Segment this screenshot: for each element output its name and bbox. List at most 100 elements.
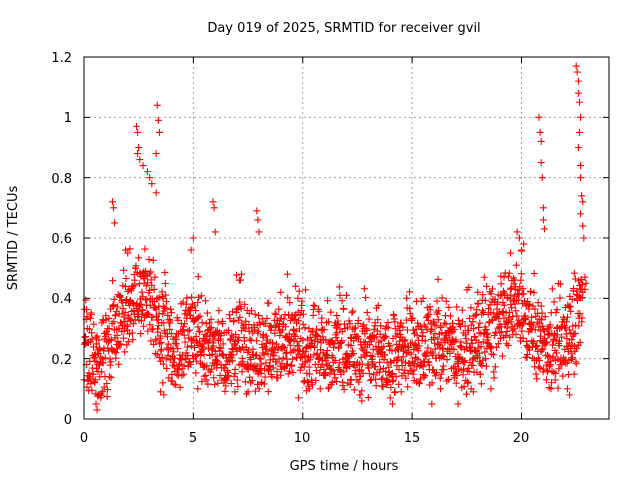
- data-point: [92, 400, 100, 408]
- data-point: [415, 342, 423, 350]
- data-point: [387, 383, 395, 391]
- data-point: [110, 204, 118, 212]
- data-point: [251, 387, 259, 395]
- data-point: [404, 383, 412, 391]
- data-point: [214, 379, 222, 387]
- data-point: [208, 346, 216, 354]
- data-point: [504, 341, 512, 349]
- data-point: [310, 343, 318, 351]
- data-point: [181, 320, 189, 328]
- data-point: [135, 254, 143, 262]
- data-point: [162, 291, 170, 299]
- data-point: [191, 343, 199, 351]
- data-point: [571, 275, 579, 283]
- data-point: [294, 394, 302, 402]
- data-point: [451, 326, 459, 334]
- data-point: [158, 354, 166, 362]
- data-point: [344, 323, 352, 331]
- data-point: [183, 343, 191, 351]
- data-point: [189, 234, 197, 242]
- data-point: [382, 333, 390, 341]
- data-point: [434, 335, 442, 343]
- data-point: [174, 345, 182, 353]
- data-point: [95, 336, 103, 344]
- data-point: [188, 293, 196, 301]
- data-point: [562, 318, 570, 326]
- data-point: [536, 128, 544, 136]
- data-point: [440, 353, 448, 361]
- data-point: [192, 307, 200, 315]
- data-point: [358, 387, 366, 395]
- data-point: [572, 62, 580, 70]
- data-point: [134, 150, 142, 158]
- data-point: [349, 350, 357, 358]
- data-point: [254, 327, 262, 335]
- data-point: [527, 288, 535, 296]
- data-point: [129, 283, 137, 291]
- data-point: [316, 385, 324, 393]
- data-point: [348, 309, 356, 317]
- data-point: [520, 240, 528, 248]
- data-point: [295, 342, 303, 350]
- data-point: [171, 354, 179, 362]
- data-point: [93, 406, 101, 414]
- data-point: [386, 342, 394, 350]
- data-point: [144, 327, 152, 335]
- data-point: [107, 358, 115, 366]
- data-point: [144, 279, 152, 287]
- data-point: [276, 332, 284, 340]
- data-point: [246, 335, 254, 343]
- data-point: [572, 345, 580, 353]
- data-point: [182, 355, 190, 363]
- data-point: [350, 325, 358, 333]
- data-point: [517, 270, 525, 278]
- data-point: [518, 321, 526, 329]
- data-point: [222, 360, 230, 368]
- data-point: [251, 310, 259, 318]
- data-point: [434, 275, 442, 283]
- data-point: [566, 326, 574, 334]
- data-point: [303, 357, 311, 365]
- data-point: [462, 390, 470, 398]
- data-point: [88, 364, 96, 372]
- data-point: [282, 323, 290, 331]
- data-point: [429, 349, 437, 357]
- data-point: [167, 305, 175, 313]
- data-point: [231, 388, 239, 396]
- data-point: [552, 370, 560, 378]
- data-point: [377, 322, 385, 330]
- data-point: [567, 307, 575, 315]
- data-point: [464, 364, 472, 372]
- data-point: [226, 315, 234, 323]
- data-point: [285, 330, 293, 338]
- data-point: [419, 329, 427, 337]
- data-point: [89, 343, 97, 351]
- data-point: [196, 337, 203, 345]
- data-point: [157, 345, 165, 353]
- data-point: [338, 337, 346, 345]
- data-point: [328, 366, 336, 374]
- data-point: [92, 340, 100, 348]
- data-point: [539, 204, 547, 212]
- data-point: [265, 299, 273, 307]
- data-point: [129, 299, 137, 307]
- data-point: [91, 351, 98, 359]
- data-point: [513, 312, 521, 320]
- data-point: [443, 377, 451, 385]
- data-point: [376, 358, 384, 366]
- data-point: [327, 308, 335, 316]
- data-point: [333, 378, 341, 386]
- data-point: [506, 308, 514, 316]
- data-point: [487, 290, 495, 298]
- data-point: [115, 360, 123, 368]
- data-point: [215, 307, 223, 315]
- data-point: [579, 198, 587, 206]
- data-point: [549, 341, 557, 349]
- data-point: [438, 294, 446, 302]
- data-point: [267, 324, 275, 332]
- data-point: [235, 276, 243, 284]
- data-point: [271, 309, 279, 317]
- data-point: [83, 383, 91, 391]
- data-point: [563, 385, 571, 393]
- data-point: [181, 338, 189, 346]
